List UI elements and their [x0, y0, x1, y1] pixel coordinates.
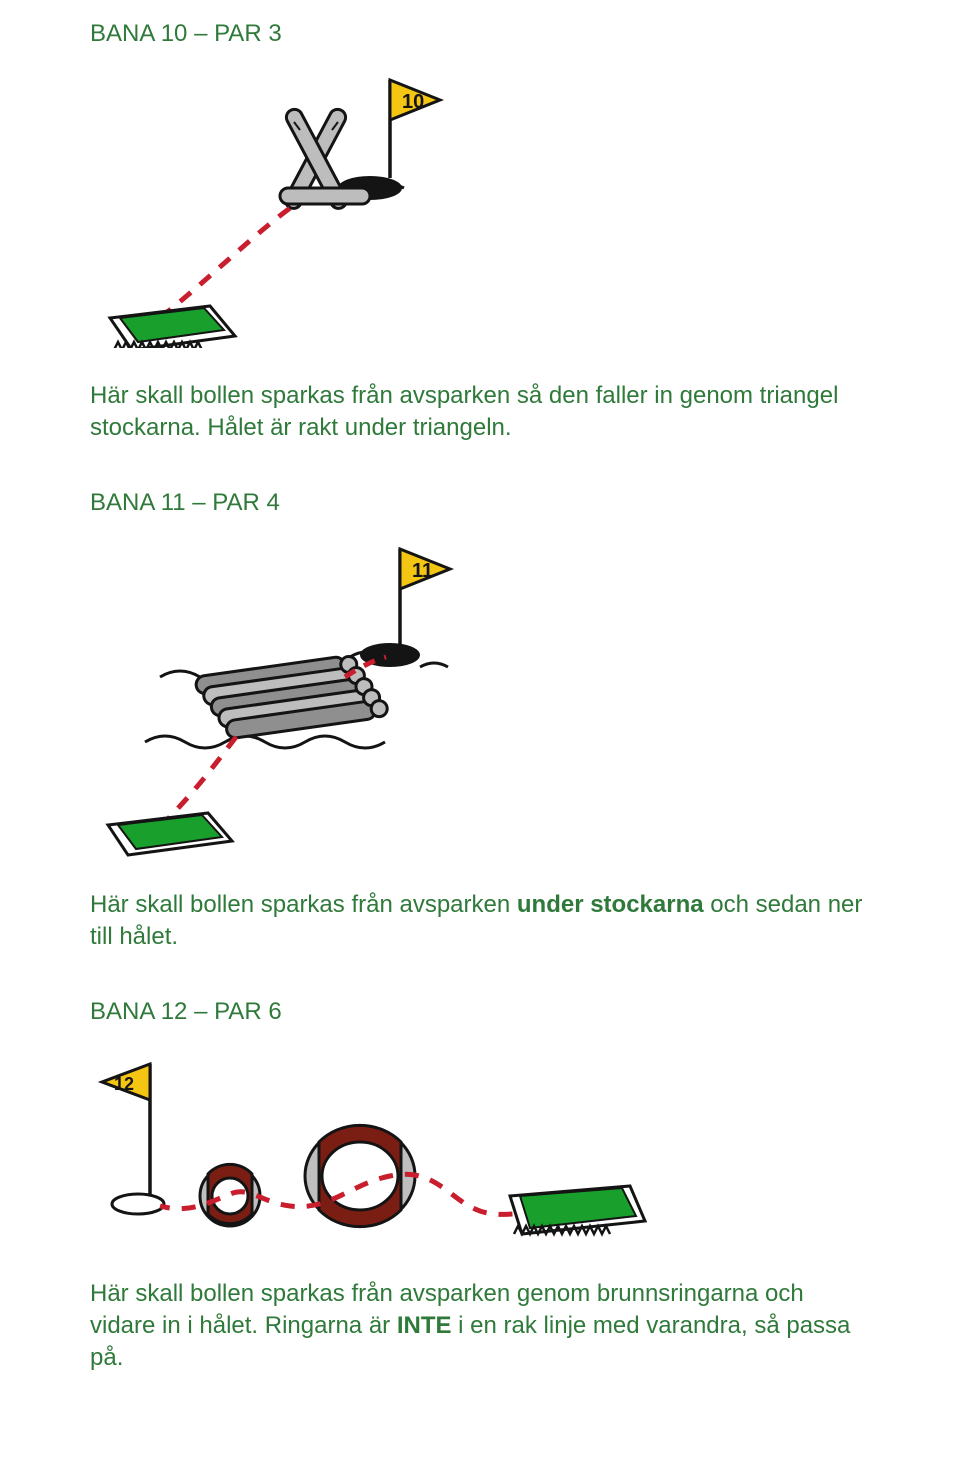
heading-bana-10: BANA 10 – PAR 3	[90, 20, 870, 48]
flag-11: 11	[400, 549, 450, 647]
tee-mat-icon	[110, 306, 235, 348]
page: BANA 10 – PAR 3 10	[0, 0, 960, 1479]
illustration-bana-10: 10	[90, 68, 460, 348]
para-bana-10: Här skall bollen sparkas från avsparken …	[90, 380, 870, 445]
flag-12: 12	[102, 1064, 150, 1196]
flag-number-12: 12	[114, 1074, 134, 1094]
para-11-bold: under stockarna	[517, 891, 704, 918]
flag-number-10: 10	[402, 91, 424, 113]
para-12-bold: INTE	[397, 1312, 452, 1339]
log-raft-icon	[195, 651, 388, 742]
well-ring-small-icon	[200, 1164, 260, 1226]
heading-bana-11: BANA 11 – PAR 4	[90, 489, 870, 517]
flag-10: 10	[390, 80, 440, 178]
section-bana-10: BANA 10 – PAR 3 10	[90, 20, 870, 445]
illustration-bana-11: 11	[90, 537, 490, 857]
ball-path-icon	[160, 208, 290, 318]
para-11-pre: Här skall bollen sparkas från avsparken	[90, 891, 517, 918]
illustration-bana-12: 12	[90, 1046, 650, 1246]
para-bana-12: Här skall bollen sparkas från avsparken …	[90, 1278, 870, 1375]
hole-icon	[112, 1194, 164, 1214]
para-bana-11: Här skall bollen sparkas från avsparken …	[90, 889, 870, 954]
log-triangle-icon	[265, 107, 375, 212]
heading-bana-12: BANA 12 – PAR 6	[90, 998, 870, 1026]
well-ring-large-icon	[305, 1125, 415, 1226]
tee-mat-icon	[510, 1186, 645, 1234]
section-bana-12: BANA 12 – PAR 6 12	[90, 998, 870, 1375]
tee-mat-icon	[108, 813, 232, 855]
section-bana-11: BANA 11 – PAR 4 11	[90, 489, 870, 954]
flag-number-11: 11	[412, 560, 433, 582]
